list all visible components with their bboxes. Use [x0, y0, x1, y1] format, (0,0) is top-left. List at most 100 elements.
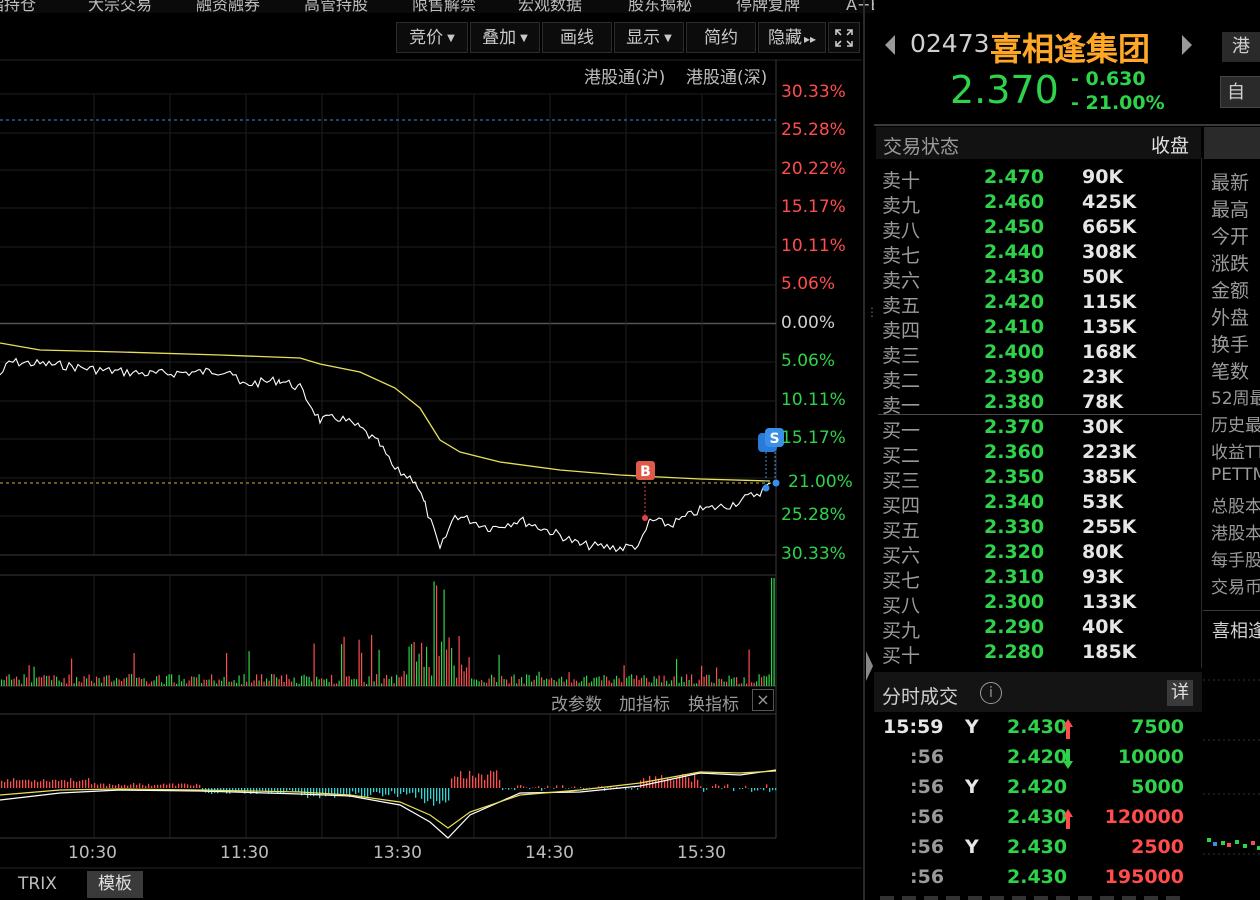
trix-bar [220, 788, 222, 792]
fullscreen-button[interactable] [828, 22, 860, 53]
side-tab[interactable] [1204, 127, 1260, 159]
bid-row[interactable]: 买七 2.310 93K [882, 566, 1142, 592]
volume-bar [473, 679, 475, 686]
nav-item[interactable]: 指持仓 [0, 0, 37, 13]
volume-bar [193, 676, 195, 686]
ask-row[interactable]: 卖二 2.390 23K [882, 366, 1142, 392]
trix-bar [49, 781, 51, 788]
volume-bar [771, 578, 773, 686]
drag-handle-icon[interactable]: ⋮ [866, 305, 878, 319]
next-stock-icon[interactable] [1180, 34, 1194, 56]
prev-stock-icon[interactable] [883, 34, 897, 56]
level-price: 2.380 [984, 391, 1045, 413]
intraday-chart[interactable]: BS [0, 0, 865, 900]
connect-sz-label[interactable]: 港股通(深) [686, 68, 768, 88]
ask-row[interactable]: 卖三 2.400 168K [882, 341, 1142, 367]
tab-trix[interactable]: TRIX [18, 874, 57, 894]
bid-row[interactable]: 买一 2.370 30K [882, 416, 1142, 442]
hide-button[interactable]: 隐藏 ▸▸ [758, 22, 826, 53]
overlay-dropdown[interactable]: 叠加 ▼ [470, 22, 540, 53]
edit-params-button[interactable]: 改参数 [551, 695, 602, 715]
trade-row[interactable]: :56 Y 2.420 5000 [880, 776, 1190, 806]
draw-button[interactable]: 画线 [542, 22, 612, 53]
ask-row[interactable]: 卖七 2.440 308K [882, 241, 1142, 267]
info-icon[interactable]: i [980, 682, 1002, 704]
volume-bar [533, 679, 535, 686]
nav-item[interactable]: 股东揭秘 [628, 0, 693, 13]
volume-bar [356, 679, 358, 686]
bid-row[interactable]: 买八 2.300 133K [882, 591, 1142, 617]
connect-sh-label[interactable]: 港股通(沪) [584, 68, 666, 88]
trade-row[interactable]: :56 2.430 195000 [880, 866, 1190, 896]
ask-row[interactable]: 卖九 2.460 425K [882, 191, 1142, 217]
mini-kline-chart[interactable] [1203, 640, 1260, 900]
trade-row[interactable]: :56 2.420 10000 [880, 746, 1190, 776]
ask-row[interactable]: 卖六 2.430 50K [882, 266, 1142, 292]
trix-bar [607, 787, 609, 788]
nav-item[interactable]: 融资融券 [196, 0, 261, 13]
nav-item[interactable]: 宏观数据 [518, 0, 583, 13]
trix-bar [13, 778, 15, 788]
volume-bar [468, 657, 470, 686]
close-icon[interactable]: × [752, 689, 774, 711]
trix-bar [367, 788, 369, 797]
trix-bar [529, 788, 531, 790]
ask-row[interactable]: 卖一 2.380 78K [882, 391, 1142, 417]
trade-row[interactable]: :56 Y 2.430 2500 [880, 836, 1190, 866]
bid-row[interactable]: 买二 2.360 223K [882, 441, 1142, 467]
nav-item[interactable]: 停牌复牌 [736, 0, 801, 13]
volume-bar [186, 683, 188, 686]
bid-row[interactable]: 买三 2.350 385K [882, 466, 1142, 492]
volume-bar [418, 653, 420, 686]
auction-dropdown[interactable]: 竞价 ▼ [396, 22, 468, 53]
add-indicator-button[interactable]: 加指标 [619, 695, 670, 715]
trix-bar [358, 788, 360, 793]
trix-bar [466, 778, 468, 788]
trade-row[interactable]: :56 2.430 120000 [880, 806, 1190, 836]
bid-row[interactable]: 买十 2.280 185K [882, 641, 1142, 667]
trix-bar [355, 788, 357, 794]
trix-bar [82, 779, 84, 788]
volume-bar [261, 674, 263, 686]
quote-header [874, 0, 1260, 125]
level-price: 2.460 [984, 191, 1045, 213]
volume-bar [216, 683, 218, 686]
volume-bar [693, 683, 695, 686]
trix-bar [304, 788, 306, 794]
volume-bar [398, 677, 400, 686]
simple-button[interactable]: 简约 [686, 22, 756, 53]
ask-row[interactable]: 卖十 2.470 90K [882, 166, 1142, 192]
ask-row[interactable]: 卖四 2.410 135K [882, 316, 1142, 342]
detail-button[interactable]: 详 [1167, 680, 1193, 706]
nav-item[interactable]: 高管持股 [304, 0, 369, 13]
level-volume: 53K [1082, 491, 1124, 513]
volume-bar [18, 679, 20, 686]
volume-bar [413, 642, 415, 686]
trix-bar [760, 788, 762, 789]
ask-row[interactable]: 卖五 2.420 115K [882, 291, 1142, 317]
bid-row[interactable]: 买五 2.330 255K [882, 516, 1142, 542]
trix-bar [436, 788, 438, 802]
trade-row[interactable]: 15:59 Y 2.430 7500 [880, 716, 1190, 746]
ask-row[interactable]: 卖八 2.450 665K [882, 216, 1142, 242]
collapse-handle[interactable] [864, 645, 874, 687]
swap-indicator-button[interactable]: 换指标 [688, 695, 739, 715]
trix-bar [685, 775, 687, 788]
add-watchlist-button[interactable]: 自选 [1220, 76, 1260, 108]
trix-bar [517, 785, 519, 788]
trix-bar [142, 784, 144, 788]
bid-row[interactable]: 买六 2.320 80K [882, 541, 1142, 567]
tab-template[interactable]: 模板 [87, 871, 143, 898]
volume-bar [501, 676, 503, 686]
bid-row[interactable]: 买九 2.290 40K [882, 616, 1142, 642]
summary-label: 收益TT [1211, 443, 1260, 463]
nav-item[interactable]: 限售解禁 [412, 0, 477, 13]
volume-bar [463, 671, 465, 686]
volume-bar [68, 674, 70, 686]
level-label: 买九 [882, 620, 921, 642]
mini-chart-title: 喜相逢 [1212, 621, 1260, 642]
display-dropdown[interactable]: 显示 ▼ [614, 22, 684, 53]
trade-price: 2.430 [1007, 836, 1068, 858]
bid-row[interactable]: 买四 2.340 53K [882, 491, 1142, 517]
nav-item[interactable]: 大宗交易 [88, 0, 153, 13]
